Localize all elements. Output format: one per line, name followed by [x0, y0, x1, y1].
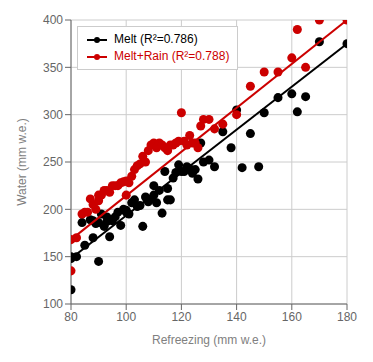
svg-text:Refreezing (mm w.e.): Refreezing (mm w.e.): [152, 333, 266, 347]
svg-text:300: 300: [43, 108, 63, 122]
svg-text:200: 200: [43, 203, 63, 217]
svg-text:160: 160: [282, 310, 302, 324]
svg-text:100: 100: [43, 297, 63, 311]
svg-text:80: 80: [64, 310, 78, 324]
svg-text:140: 140: [227, 310, 247, 324]
svg-text:150: 150: [43, 250, 63, 264]
svg-text:180: 180: [337, 310, 357, 324]
svg-text:120: 120: [171, 310, 191, 324]
svg-text:Water (mm w.e.): Water (mm w.e.): [15, 118, 29, 206]
html-text:Melt (R²=0.786): Melt (R²=0.786): [114, 32, 198, 46]
html-text:Melt+Rain (R²=0.788): Melt+Rain (R²=0.788): [114, 49, 230, 63]
svg-text:100: 100: [116, 310, 136, 324]
svg-text:250: 250: [43, 155, 63, 169]
svg-text:400: 400: [43, 13, 63, 27]
svg-text:350: 350: [43, 61, 63, 75]
